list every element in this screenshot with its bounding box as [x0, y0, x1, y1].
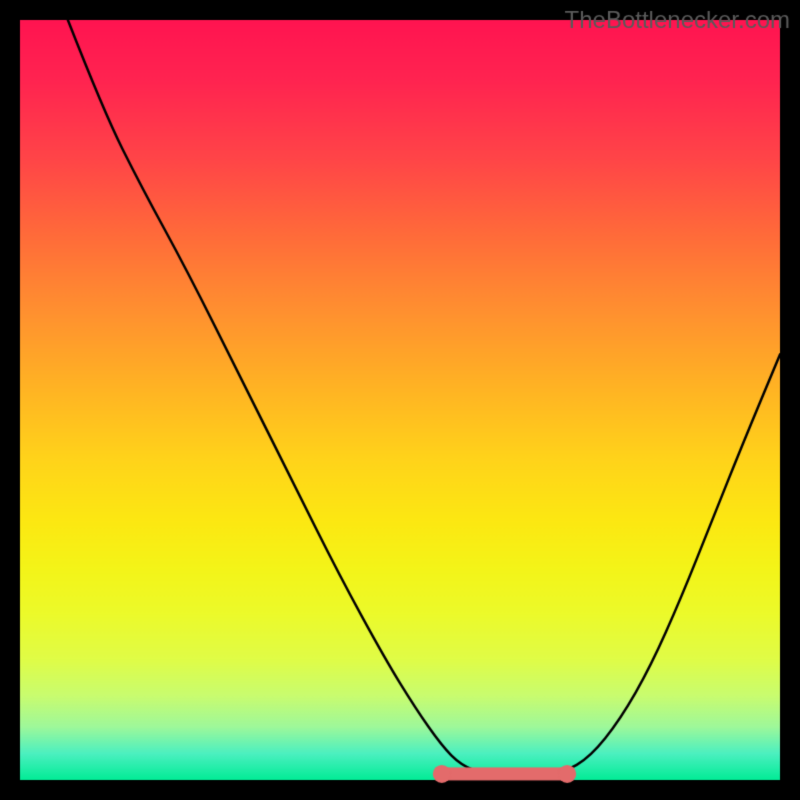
bottleneck-chart-canvas [0, 0, 800, 800]
